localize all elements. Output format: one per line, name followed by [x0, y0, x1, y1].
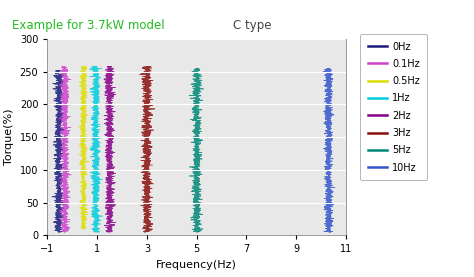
- Y-axis label: Torque(%): Torque(%): [4, 109, 14, 165]
- Text: C type: C type: [233, 19, 271, 32]
- Text: Example for 3.7kW model: Example for 3.7kW model: [11, 19, 164, 32]
- X-axis label: Frequency(Hz): Frequency(Hz): [156, 260, 237, 270]
- Legend: 0Hz, 0.1Hz, 0.5Hz, 1Hz, 2Hz, 3Hz, 5Hz, 10Hz: 0Hz, 0.1Hz, 0.5Hz, 1Hz, 2Hz, 3Hz, 5Hz, 1…: [360, 34, 428, 180]
